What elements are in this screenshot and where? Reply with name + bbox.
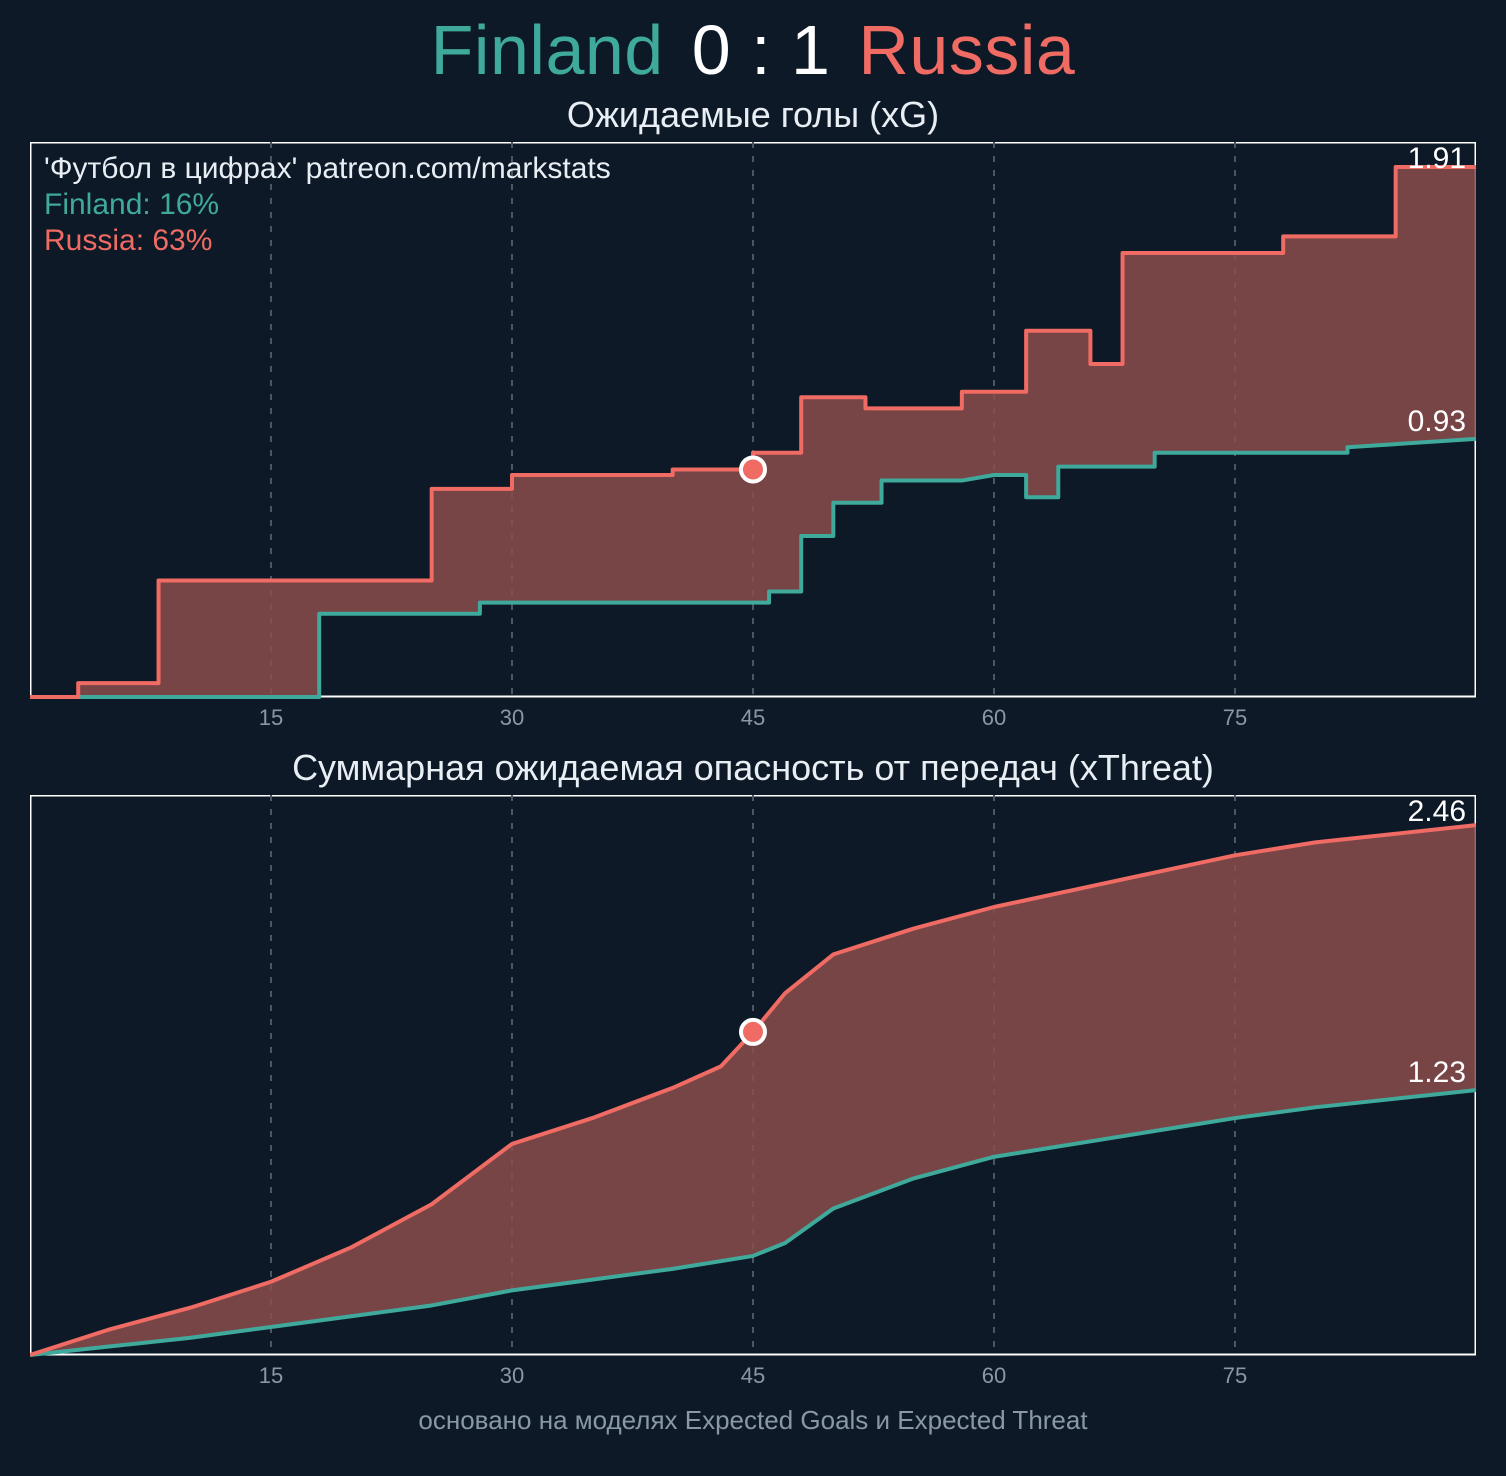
xg-chart-title: Ожидаемые голы (xG) — [0, 94, 1506, 136]
credit-text: 'Футбол в цифрах' patreon.com/markstats — [44, 152, 611, 185]
x-tick-label: 75 — [1223, 705, 1247, 730]
match-header: Finland 0 : 1 Russia — [0, 0, 1506, 90]
xthreat-chart-title: Суммарная ожидаемая опасность от передач… — [0, 747, 1506, 789]
legend-team-a: Finland: 16% — [44, 188, 219, 221]
end-label-team-a: 0.93 — [1408, 405, 1466, 438]
score-text: 0 : 1 — [684, 11, 839, 89]
x-tick-label: 60 — [982, 1363, 1006, 1388]
x-tick-label: 15 — [259, 1363, 283, 1388]
x-tick-label: 45 — [741, 1363, 765, 1388]
team-b-name: Russia — [858, 11, 1075, 89]
xthreat-chart: 15 30 45 60 75 1.23 2.46 — [30, 795, 1476, 1395]
footer-text: основано на моделях Expected Goals и Exp… — [0, 1405, 1506, 1436]
xg-chart-container: 15 30 45 60 75 0.93 1.91 'Футбол в цифрах' patr… — [30, 142, 1476, 737]
x-tick-label: 45 — [741, 705, 765, 730]
x-tick-label: 30 — [500, 705, 524, 730]
x-tick-label: 75 — [1223, 1363, 1247, 1388]
xg-chart: 15 30 45 60 75 0.93 1.91 'Футбол в цифрах' patr… — [30, 142, 1476, 737]
goal-marker-icon — [741, 457, 765, 481]
x-tick-label: 60 — [982, 705, 1006, 730]
end-label-team-b: 2.46 — [1408, 795, 1466, 828]
x-tick-label: 30 — [500, 1363, 524, 1388]
team-a-name: Finland — [431, 11, 664, 89]
page: Finland 0 : 1 Russia Ожидаемые голы (xG)… — [0, 0, 1506, 1476]
goal-marker-icon — [741, 1020, 765, 1044]
area-between — [30, 167, 1476, 697]
legend-team-b: Russia: 63% — [44, 224, 212, 257]
end-label-team-b: 1.91 — [1408, 142, 1466, 175]
xthreat-chart-container: 15 30 45 60 75 1.23 2.46 — [30, 795, 1476, 1395]
end-label-team-a: 1.23 — [1408, 1056, 1466, 1089]
x-tick-label: 15 — [259, 705, 283, 730]
